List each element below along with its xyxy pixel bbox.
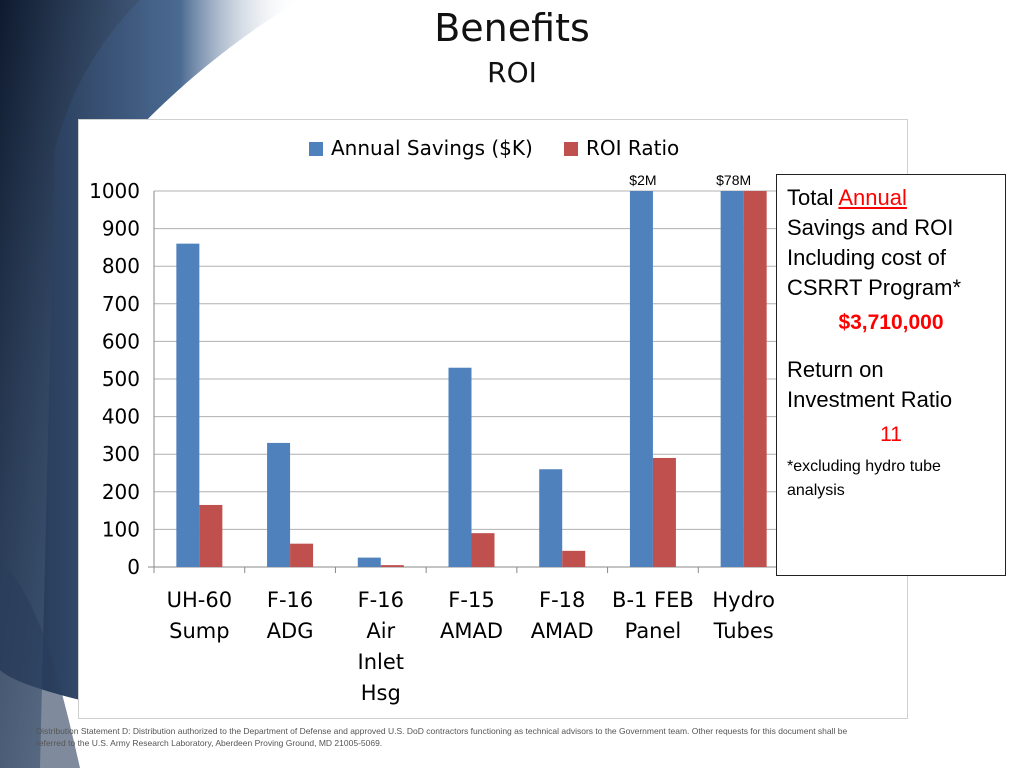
x-category-label: Hydro Tubes (712, 588, 775, 643)
summary-prefix: Total (787, 185, 839, 210)
bar-annotation: $78M (716, 172, 751, 188)
summary-box: Total Annual Savings and ROI Including co… (776, 174, 1006, 576)
x-category-label: F-16 ADG (267, 588, 314, 643)
bar-roi (652, 457, 676, 567)
bar-savings (629, 191, 653, 567)
summary-accent: Annual (838, 185, 907, 210)
summary-heading: Total Annual Savings and ROI Including co… (787, 183, 995, 303)
y-tick-label: 100 (102, 517, 140, 541)
legend-swatch (309, 142, 323, 156)
bar-roi (562, 550, 586, 567)
slide-title: Benefits (434, 6, 590, 50)
legend-swatch (564, 142, 578, 156)
bar-roi (743, 191, 767, 567)
bar-savings (357, 557, 381, 567)
y-tick-label: 800 (102, 254, 140, 278)
y-tick-label: 200 (102, 480, 140, 504)
bar-annotation: $2M (629, 172, 656, 188)
roi-value: 11 (880, 423, 902, 446)
total-savings-value: $3,710,000 (838, 311, 944, 334)
x-category-label: B-1 FEB Panel (612, 588, 694, 643)
roi-label: Return on Investment Ratio (787, 357, 953, 412)
footnote: *excluding hydro tube analysis (787, 458, 941, 499)
legend-label: ROI Ratio (586, 136, 679, 160)
bar-chart: 0 100 200 300 400 500 600 700 800 900 1000 UH-60 Sum… (89, 136, 790, 705)
y-tick-label: 400 (102, 405, 140, 429)
legend-label: Annual Savings ($K) (331, 136, 533, 160)
bar-roi (290, 543, 314, 567)
bar-savings (539, 469, 563, 567)
y-tick-label: 700 (102, 292, 140, 316)
bar-roi (380, 565, 404, 567)
bar-roi (471, 533, 495, 567)
bar-savings (720, 191, 744, 567)
x-category-label: F-16 Air Inlet Hsg (358, 588, 405, 705)
summary-rest: Savings and ROI Including cost of CSRRT … (787, 215, 962, 300)
x-category-label: F-18 AMAD (531, 588, 594, 643)
chart-frame: 0 100 200 300 400 500 600 700 800 900 1000 UH-60 Sum… (78, 119, 908, 719)
bar-roi (199, 504, 223, 567)
y-tick-label: 0 (127, 555, 140, 579)
y-tick-label: 1000 (89, 179, 140, 203)
y-tick-label: 600 (102, 329, 140, 353)
bar-savings (176, 243, 200, 567)
y-tick-label: 500 (102, 367, 140, 391)
y-tick-label: 300 (102, 442, 140, 466)
x-category-label: F-15 AMAD (440, 588, 503, 643)
y-tick-label: 900 (102, 217, 140, 241)
bar-savings (267, 442, 291, 567)
slide-subtitle: ROI (487, 56, 537, 89)
x-category-label: UH-60 Sump (167, 588, 232, 643)
distribution-statement: Distribution Statement D: Distribution a… (36, 726, 848, 748)
bar-savings (448, 367, 472, 567)
